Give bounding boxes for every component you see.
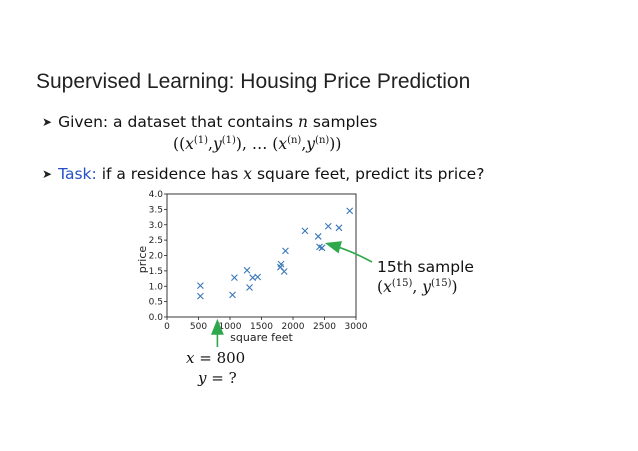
arrow-bullet-icon: ➤: [42, 115, 53, 129]
x-tick-label: 500: [190, 322, 207, 332]
task-variable: x: [243, 165, 253, 183]
x-axis-label: square feet: [230, 331, 293, 344]
data-point-marker: [197, 282, 204, 290]
task-text-2: square feet, predict its price?: [256, 165, 485, 183]
x-tick-label: 0: [164, 322, 170, 332]
y-tick-label: 0.5: [149, 298, 163, 308]
given-tail: samples: [312, 113, 378, 131]
data-point-marker: [346, 207, 354, 215]
data-point-marker: [246, 284, 253, 291]
data-point-marker: [314, 233, 322, 240]
x-tick-label: 1500: [250, 322, 273, 332]
y-tick-label: 3.0: [149, 221, 164, 231]
annotation-label: 15th sample: [377, 258, 474, 276]
task-label: Task:: [58, 165, 97, 183]
y-tick-label: 0.0: [149, 313, 164, 323]
query-y: y = ?: [198, 369, 237, 387]
annotation-arrow: [324, 241, 373, 263]
y-tick-label: 2.0: [149, 252, 164, 262]
x-tick-label: 2500: [313, 322, 336, 332]
y-tick-label: 4.0: [149, 190, 164, 200]
plot-frame: [166, 193, 357, 318]
data-point-marker: [280, 268, 288, 275]
x-tick-label: 1000: [219, 322, 242, 332]
data-point-marker: [324, 222, 332, 230]
data-point-marker: [243, 266, 251, 274]
data-point-marker: [282, 247, 289, 255]
x-tick-label: 2000: [282, 322, 305, 332]
query-x: x = 800: [186, 349, 246, 367]
task-text-1: if a residence has: [101, 165, 239, 183]
data-point-marker: [197, 292, 204, 300]
data-point-marker: [231, 274, 238, 282]
y-tick-label: 3.5: [149, 205, 163, 215]
data-point-marker: [229, 291, 236, 299]
dataset-formula: ((x(1),y(1)), … (x(n),y(n))): [173, 135, 342, 154]
data-point-marker: [335, 224, 343, 232]
given-variable: n: [297, 113, 308, 131]
arrow-bullet-icon: ➤: [42, 167, 53, 181]
data-point-marker: [254, 273, 262, 281]
given-text: Given: a dataset that contains: [58, 113, 294, 131]
y-axis-label: price: [136, 246, 149, 274]
data-point-marker: [318, 244, 326, 252]
y-tick-label: 2.5: [149, 236, 163, 246]
bullet-given: ➤ Given: a dataset that contains n sample…: [42, 113, 377, 131]
y-tick-label: 1.0: [149, 282, 164, 292]
x-tick-label: 3000: [345, 322, 368, 332]
data-point-marker: [301, 227, 309, 235]
slide-title: Supervised Learning: Housing Price Predi…: [36, 70, 471, 93]
bullet-task: ➤ Task: if a residence has x square feet,…: [42, 165, 484, 183]
y-tick-label: 1.5: [149, 267, 163, 277]
data-point-marker: [277, 260, 285, 268]
annotation-formula: (x(15), y(15)): [377, 278, 458, 297]
